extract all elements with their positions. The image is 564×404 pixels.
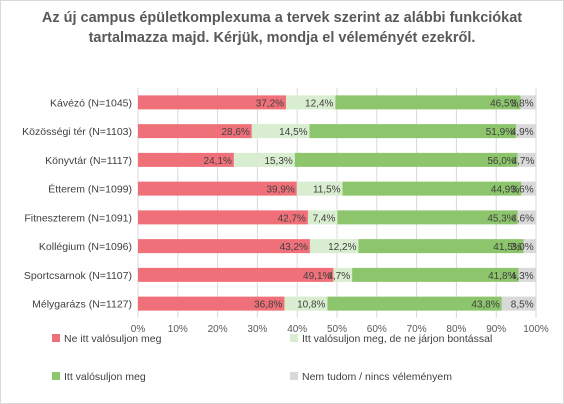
bar-segment	[516, 124, 536, 139]
legend-swatch	[52, 372, 60, 380]
data-label: 4,7%	[512, 156, 535, 167]
data-label: 12,2%	[328, 242, 356, 253]
x-tick-label: 90%	[486, 324, 506, 335]
bar-segment	[138, 181, 297, 196]
data-label: 43,2%	[280, 242, 308, 253]
bar-segment	[286, 95, 336, 110]
bar-segment	[296, 181, 343, 196]
x-tick-label: 80%	[446, 324, 466, 335]
category-label: Mélygarázs (N=1127)	[32, 299, 132, 311]
category-label: Étterem (N=1099)	[48, 183, 132, 196]
bar-segment	[138, 124, 252, 139]
legend-swatch	[52, 334, 60, 342]
bar-segment	[520, 95, 536, 110]
category-label: Közösségi tér (N=1103)	[22, 126, 132, 138]
bar-segment	[309, 124, 517, 139]
category-label: Könyvtár (N=1117)	[45, 155, 132, 167]
x-tick-label: 60%	[367, 324, 387, 335]
bar-segment	[307, 210, 338, 225]
data-label: 15,3%	[264, 156, 292, 167]
bar-segment	[251, 124, 310, 139]
bar-segment	[501, 296, 536, 311]
bar-segment	[138, 296, 285, 311]
bar-segment	[358, 239, 524, 254]
bar-segment	[309, 239, 359, 254]
data-label: 7,4%	[313, 213, 336, 224]
bar-segment	[294, 152, 518, 167]
data-label: 3,6%	[511, 185, 534, 196]
data-label: 56,0%	[487, 156, 515, 167]
category-label: Sportcsarnok (N=1107)	[24, 270, 132, 282]
bar-segment	[138, 267, 334, 282]
data-label: 10,8%	[297, 300, 325, 311]
data-label: 44,9%	[491, 185, 519, 196]
data-label: 14,5%	[279, 127, 307, 138]
legend-label: Itt valósuljon meg	[64, 371, 146, 383]
data-label: 49,1%	[303, 271, 331, 282]
category-label: Kávézó (N=1045)	[50, 97, 132, 109]
data-label: 51,9%	[486, 127, 514, 138]
bar-segment	[518, 267, 536, 282]
bar-segment	[337, 210, 518, 225]
x-tick-label: 30%	[247, 324, 267, 335]
bar-segment	[138, 239, 310, 254]
data-label: 41,5%	[493, 242, 521, 253]
data-label: 42,7%	[278, 213, 306, 224]
data-label: 11,5%	[313, 185, 341, 196]
bar-segment	[517, 152, 537, 167]
data-label: 8,5%	[511, 300, 534, 311]
bar-segment	[138, 95, 287, 110]
data-label: 43,8%	[471, 300, 499, 311]
x-tick-label: 20%	[208, 324, 228, 335]
data-label: 4,9%	[511, 127, 534, 138]
bar-segment	[138, 210, 308, 225]
legend-swatch	[290, 372, 298, 380]
data-label: 4,7%	[327, 271, 350, 282]
data-label: 12,4%	[305, 98, 333, 109]
chart-title: Az új campus épületkomplexuma a tervek s…	[41, 10, 523, 46]
bar-segment	[284, 296, 328, 311]
bar-segment	[327, 296, 502, 311]
bar-segment	[517, 210, 536, 225]
data-label: 37,2%	[256, 98, 284, 109]
data-label: 3,0%	[511, 242, 534, 253]
data-label: 36,8%	[254, 300, 282, 311]
x-tick-label: 40%	[287, 324, 307, 335]
bar-segment	[523, 239, 536, 254]
bar-segment	[342, 181, 522, 196]
x-tick-label: 100%	[523, 324, 549, 335]
legend-swatch	[290, 334, 298, 342]
data-label: 28,6%	[221, 127, 249, 138]
data-label: 45,3%	[487, 213, 515, 224]
x-tick-label: 10%	[168, 324, 188, 335]
x-tick-label: 0%	[131, 324, 146, 335]
bar-segment	[521, 181, 536, 196]
data-label: 41,8%	[488, 271, 516, 282]
data-label: 4,3%	[511, 271, 534, 282]
category-label: Kollégium (N=1096)	[39, 241, 132, 253]
data-label: 39,9%	[266, 185, 294, 196]
x-tick-label: 70%	[407, 324, 427, 335]
bar-segment	[233, 152, 295, 167]
data-label: 46,5%	[490, 98, 518, 109]
legend-label: Itt valósuljon meg, de ne járjon bontáss…	[302, 333, 492, 345]
data-label: 4,6%	[511, 213, 534, 224]
bar-segment	[333, 267, 353, 282]
bar-segment	[138, 152, 234, 167]
bar-segment	[352, 267, 519, 282]
bar-segment	[335, 95, 521, 110]
category-label: Fitneszterem (N=1091)	[24, 212, 132, 224]
legend-label: Ne itt valósuljon meg	[64, 333, 162, 345]
data-label: 24,1%	[204, 156, 232, 167]
x-tick-label: 50%	[327, 324, 347, 335]
legend-label: Nem tudom / nincs véleményem	[302, 371, 452, 383]
data-label: 3,8%	[511, 98, 534, 109]
